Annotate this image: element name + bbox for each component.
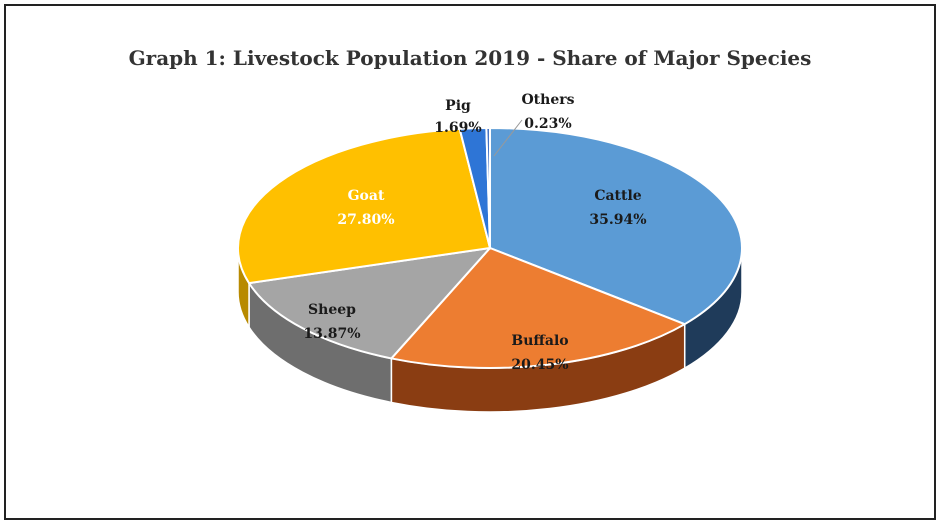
others-leader-line (493, 119, 523, 157)
slice-cattle (489, 127, 743, 326)
slice-buffalo (390, 247, 686, 369)
slice-label-goat: Goat (348, 188, 385, 204)
slice-label-others: Others (521, 92, 574, 108)
slice-value-buffalo: 20.45% (511, 357, 568, 373)
slice-value-others: 0.23% (524, 116, 571, 132)
slice-value-goat: 27.80% (337, 212, 394, 228)
slice-others (485, 127, 491, 249)
slice-value-pig: 1.69% (434, 120, 481, 136)
slice-label-pig: Pig (445, 98, 471, 114)
slice-sheep (248, 247, 491, 360)
slice-label-sheep: Sheep (308, 302, 356, 318)
slice-value-cattle: 35.94% (589, 212, 646, 228)
slice-goat (237, 127, 491, 285)
slice-label-buffalo: Buffalo (511, 333, 568, 349)
slice-value-sheep: 13.87% (303, 326, 360, 342)
chart-title: Graph 1: Livestock Population 2019 - Sha… (128, 46, 812, 70)
slice-label-cattle: Cattle (594, 188, 641, 204)
